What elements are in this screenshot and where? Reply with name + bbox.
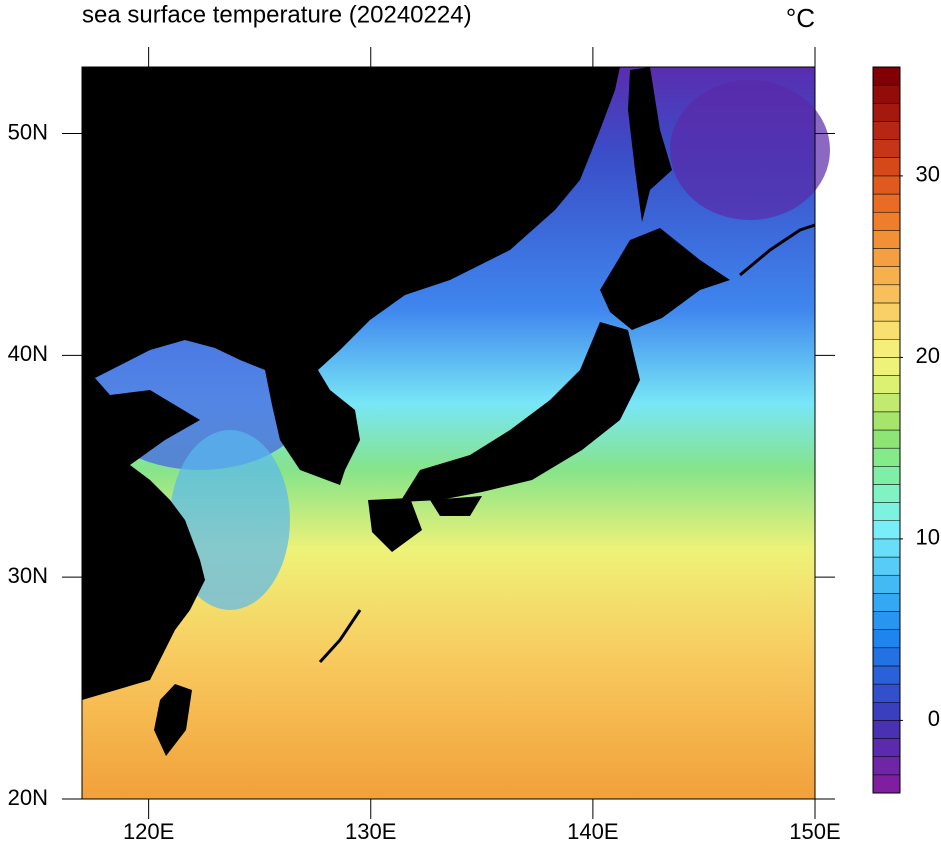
color-band (872, 266, 901, 286)
x-tick-label: 130E (345, 819, 396, 844)
color-band (872, 593, 901, 612)
land (600, 228, 730, 330)
color-band (872, 520, 901, 540)
y-tick-label: 40N (8, 341, 48, 366)
land (400, 322, 640, 502)
colorbar-tick-label: 0 (928, 706, 940, 731)
color-band (872, 84, 901, 104)
color-band (872, 230, 901, 249)
color-band (872, 66, 901, 86)
land (628, 67, 672, 222)
plot-frame (81, 66, 816, 800)
color-band (872, 320, 901, 340)
color-band (872, 538, 901, 558)
color-band (872, 466, 901, 485)
color-band (872, 393, 901, 413)
colorbar-frame (872, 66, 901, 794)
colorbar-tick-label: 20 (916, 343, 940, 368)
color-band (872, 284, 901, 304)
unit-label: °C (786, 3, 815, 33)
color-band (872, 248, 901, 267)
color-band (872, 702, 901, 721)
color-band (872, 665, 901, 685)
color-band (872, 357, 901, 376)
color-band (872, 647, 901, 667)
color-band (872, 429, 901, 449)
color-band (872, 411, 901, 431)
color-band (872, 756, 901, 776)
color-band (872, 302, 901, 322)
islands (739, 223, 816, 277)
ocean-region (670, 80, 830, 220)
chart-title: sea surface temperature (20240224) (82, 1, 472, 28)
color-band (872, 375, 901, 394)
land (430, 496, 482, 516)
color-band (872, 629, 901, 649)
land (154, 684, 192, 756)
color-band (872, 339, 901, 358)
color-band (872, 447, 901, 467)
color-band (872, 139, 901, 159)
color-band (872, 157, 901, 177)
color-band (872, 502, 901, 522)
y-tick-label: 50N (8, 119, 48, 144)
map (82, 67, 830, 799)
color-band (872, 611, 901, 630)
x-tick-label: 140E (567, 819, 618, 844)
y-tick-label: 30N (8, 563, 48, 588)
x-tick-label: 150E (789, 819, 840, 844)
land (368, 498, 422, 552)
color-band (872, 774, 901, 794)
land (82, 67, 620, 700)
color-band (872, 121, 901, 140)
color-band (872, 738, 901, 757)
color-band (872, 556, 901, 576)
colorbar-tick-label: 30 (916, 162, 940, 187)
x-tick-label: 120E (123, 819, 174, 844)
color-band (872, 175, 901, 195)
colorbar-tick-label: 10 (916, 525, 940, 550)
color-band (872, 720, 901, 739)
color-band (872, 193, 901, 213)
y-tick-label: 20N (8, 785, 48, 810)
color-band (872, 103, 901, 122)
color-band (872, 574, 901, 594)
color-band (872, 484, 901, 503)
color-band (872, 683, 901, 703)
islands (318, 609, 362, 664)
color-band (872, 211, 901, 231)
